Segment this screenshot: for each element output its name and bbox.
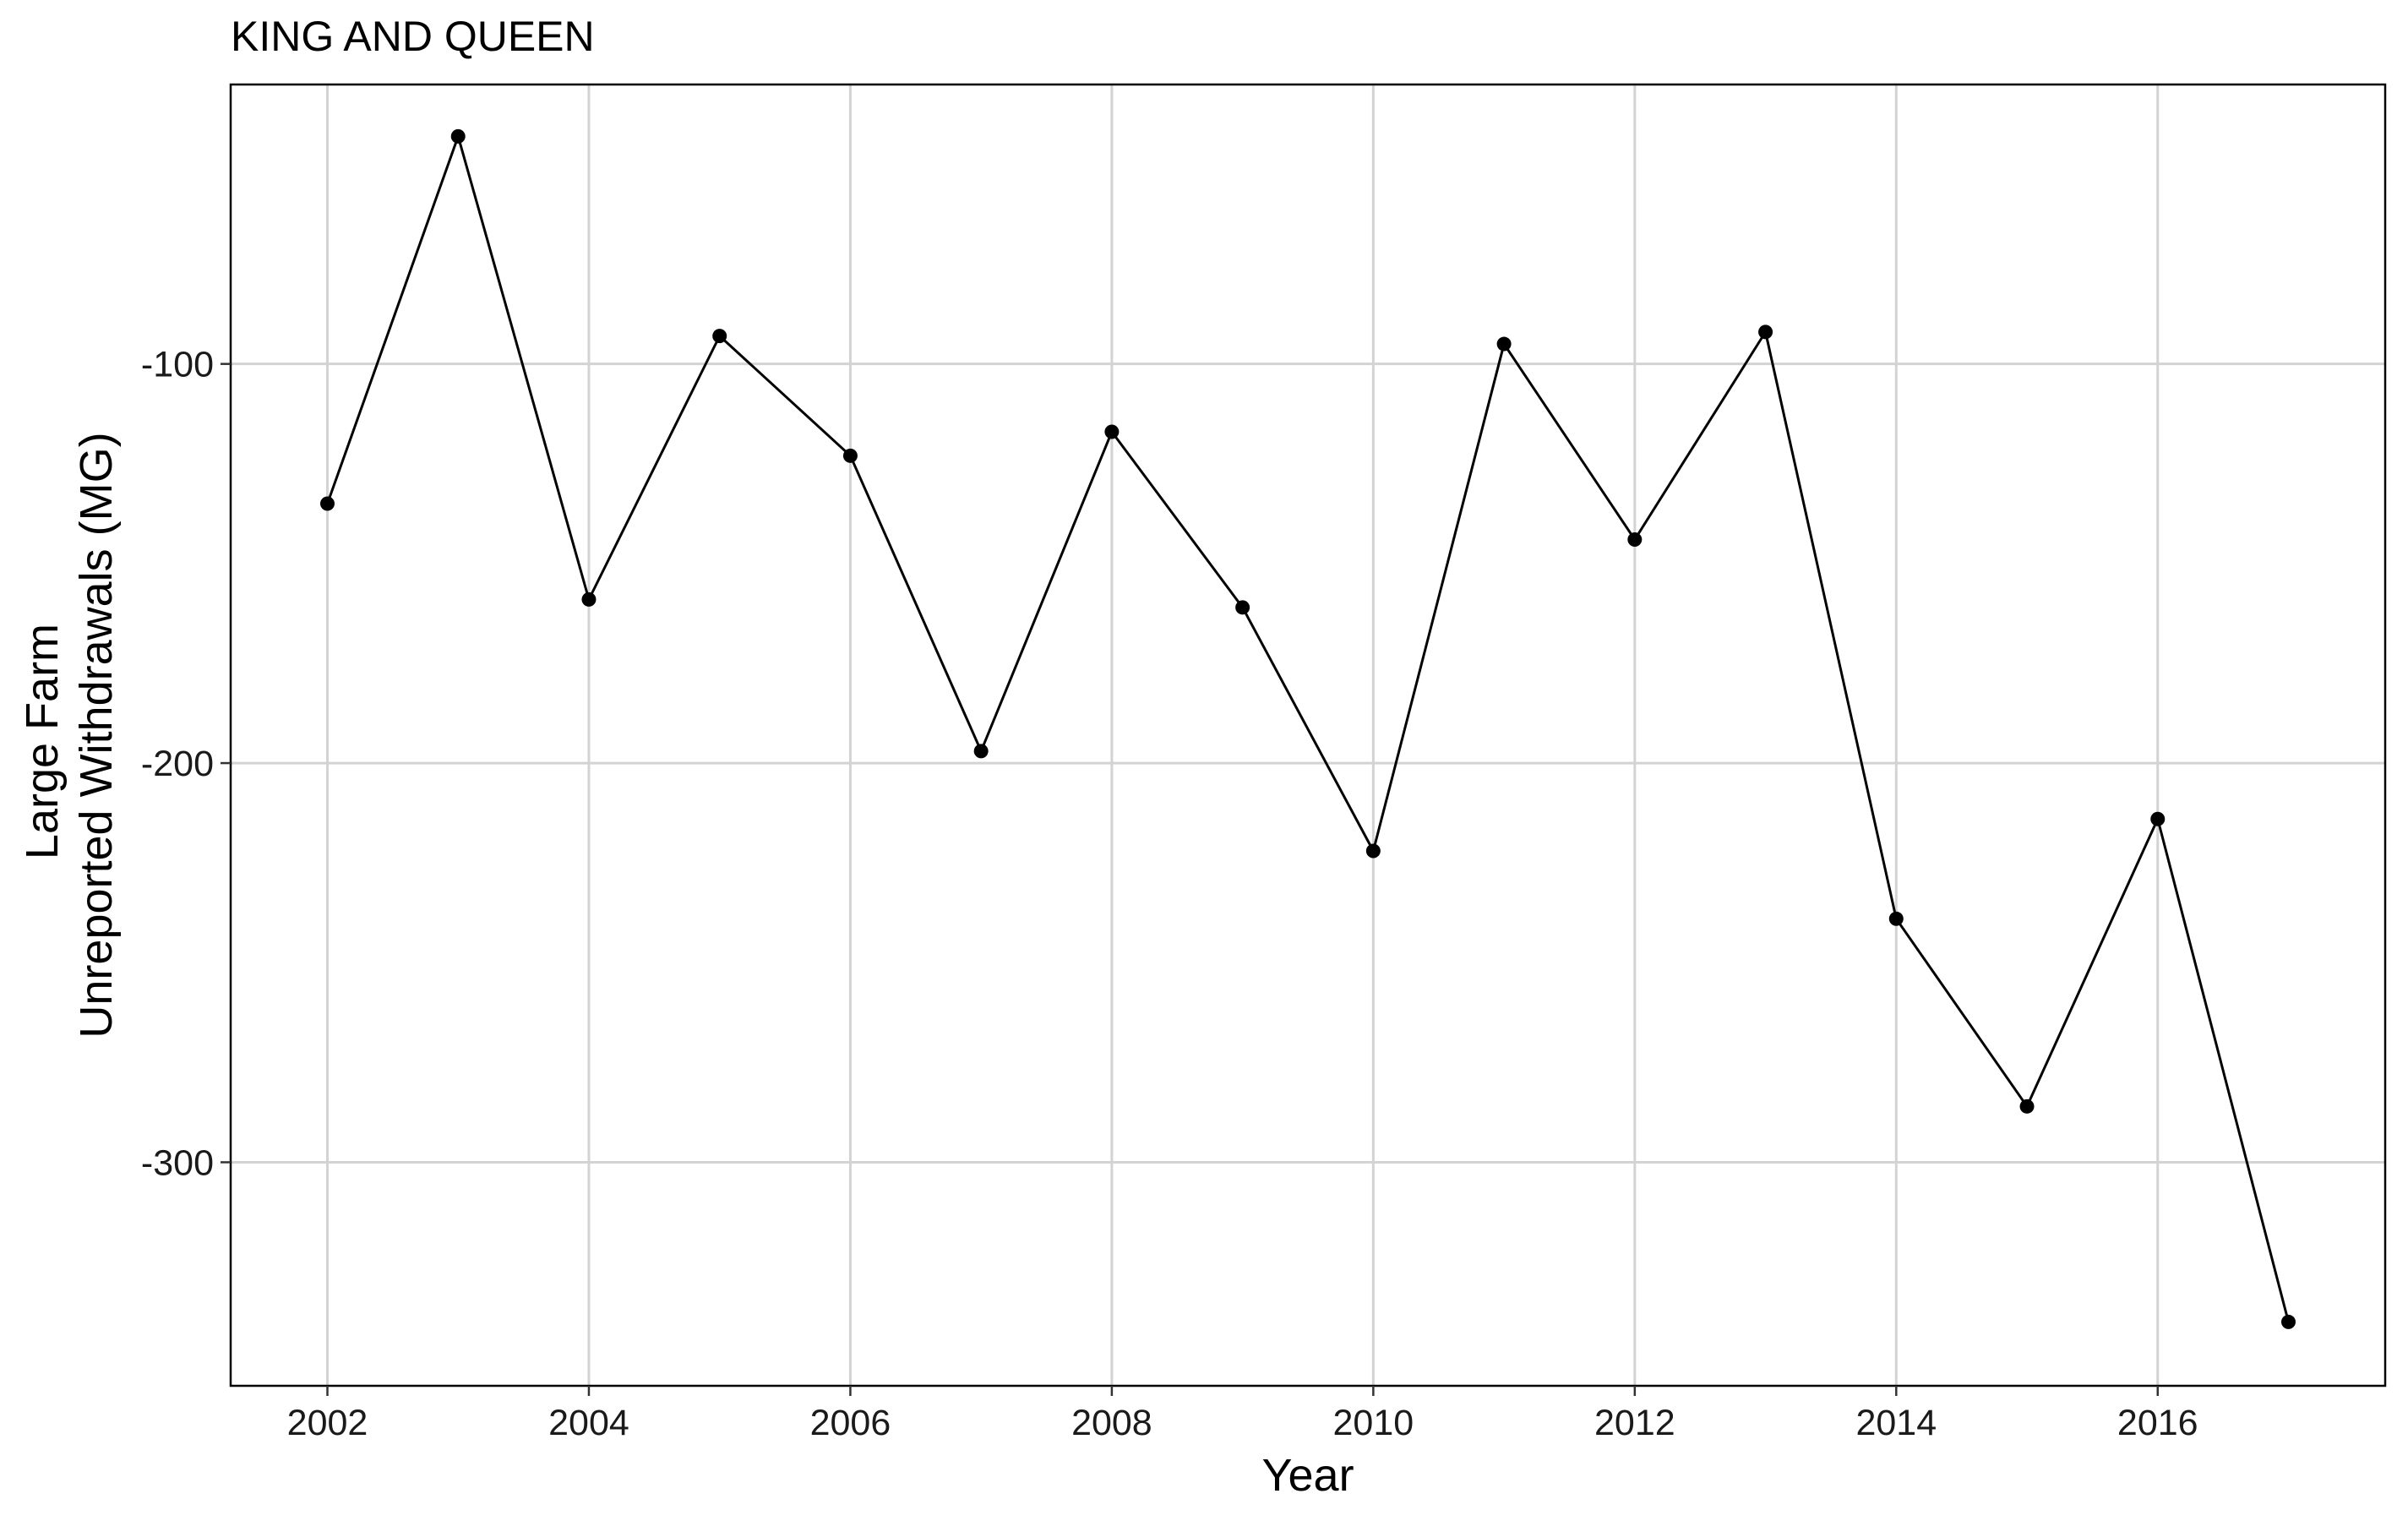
x-axis-title: Year <box>1261 1450 1354 1501</box>
data-point <box>842 448 858 463</box>
data-point <box>2150 811 2166 826</box>
data-point <box>2280 1314 2296 1329</box>
x-tick-label: 2004 <box>548 1403 629 1443</box>
data-point <box>973 744 989 759</box>
data-point <box>1235 600 1250 615</box>
x-tick-label: 2010 <box>1333 1403 1414 1443</box>
x-tick-label: 2014 <box>1855 1403 1937 1443</box>
data-point <box>2019 1098 2035 1114</box>
y-tick-label: -100 <box>141 345 214 385</box>
gridlines <box>231 84 2385 1386</box>
y-tick-label: -200 <box>141 744 214 784</box>
plot-panel-border <box>229 83 2387 1387</box>
x-tick-label: 2016 <box>2117 1403 2198 1443</box>
data-series <box>320 128 2296 1329</box>
data-point <box>1365 843 1381 859</box>
x-tick-label: 2002 <box>287 1403 368 1443</box>
y-axis-title-line-1: Large Farm <box>17 624 68 859</box>
data-point <box>320 496 335 511</box>
data-point <box>1496 336 1512 352</box>
data-point <box>581 592 597 607</box>
data-point <box>1104 424 1120 439</box>
x-tick-label: 2006 <box>810 1403 891 1443</box>
data-point <box>1758 324 1773 340</box>
y-axis-title-line-2: Unreported Withdrawals (MG) <box>71 432 122 1038</box>
series-line <box>326 134 2290 1322</box>
data-point <box>1888 911 1904 926</box>
x-tick-label: 2008 <box>1071 1403 1152 1443</box>
axes: 2002 2004 2006 2008 2010 2012 2014 2016 -100 -200… <box>141 345 2198 1443</box>
data-point <box>1627 532 1643 548</box>
data-point <box>450 128 466 144</box>
y-axis-title: Large Farm Unreported Withdrawals (MG) <box>17 432 122 1038</box>
y-tick-label: -300 <box>141 1142 214 1183</box>
chart-title: KING AND QUEEN <box>231 13 595 60</box>
x-tick-label: 2012 <box>1594 1403 1675 1443</box>
data-point <box>712 329 727 344</box>
